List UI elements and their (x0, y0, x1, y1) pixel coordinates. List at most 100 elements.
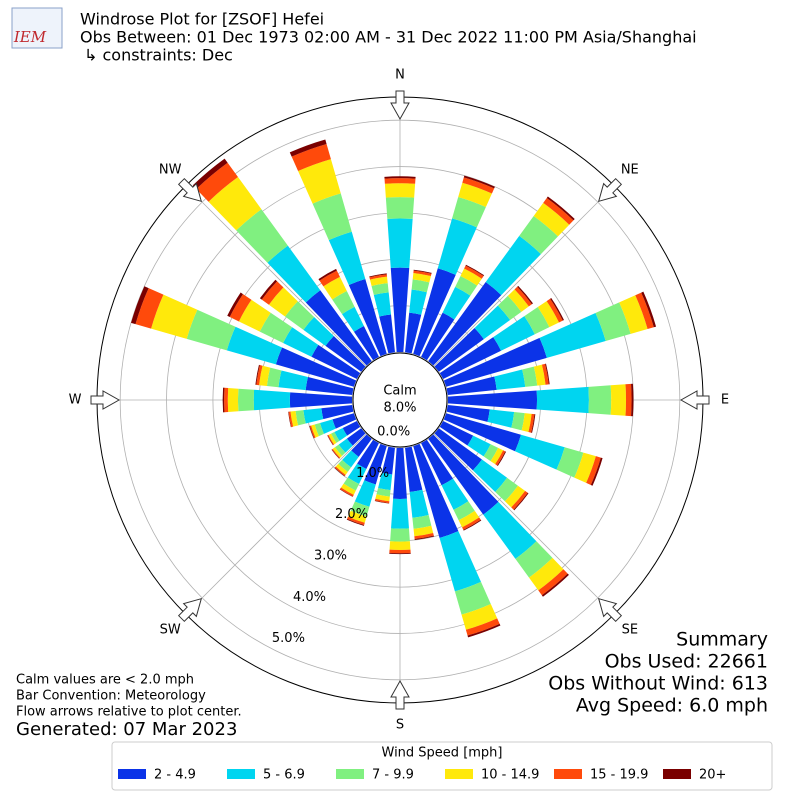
bar-segment (305, 377, 354, 395)
r-tick-label: 3.0% (314, 549, 347, 564)
bar-segment (376, 487, 391, 497)
summary-title: Summary (676, 629, 768, 651)
r-tick-label: 2.0% (335, 507, 368, 522)
bar-segment (619, 295, 648, 334)
bar-segment (421, 312, 455, 361)
bar-segment (483, 444, 499, 462)
bar-segment (462, 177, 495, 194)
legend-label: 10 - 14.9 (481, 768, 539, 783)
constraints: ↳ constraints: Dec (84, 46, 233, 65)
bar-segment (259, 279, 278, 300)
bar-segment (513, 492, 529, 511)
bar-segment (298, 159, 341, 204)
flow-arrow (390, 679, 410, 710)
bar-segment (443, 413, 522, 452)
bar-segment (357, 439, 379, 469)
bar-segment (289, 392, 353, 408)
bar-segment (285, 301, 315, 330)
compass-label: NE (621, 163, 639, 178)
bar-segment (351, 434, 372, 457)
bar-segment (348, 510, 367, 523)
bar-segment (441, 478, 469, 510)
bar-segment (266, 367, 282, 388)
bar-segment (238, 299, 271, 332)
bar-segment (319, 419, 336, 434)
compass-label: SW (160, 622, 181, 637)
legend-title: Wind Speed [mph] (382, 746, 503, 761)
bar-segment (447, 390, 538, 410)
bar-segment (259, 312, 293, 343)
bar-segment (373, 292, 392, 317)
bar-segment (453, 501, 475, 521)
bar-segment (374, 500, 390, 504)
generated: Generated: 07 Mar 2023 (16, 719, 237, 740)
bar-segment (384, 178, 416, 184)
bar-segment (338, 438, 353, 453)
bar-segment (528, 413, 535, 433)
bar-segment (253, 389, 291, 411)
bar-segment (291, 143, 331, 172)
bar-segment (325, 336, 366, 372)
bar-segment (186, 309, 236, 351)
bar-segment (521, 413, 532, 433)
bar-segment (237, 388, 255, 412)
bar-segment (439, 531, 481, 592)
bar-segment (493, 316, 535, 351)
bar-segment (227, 387, 239, 413)
bar-segment (538, 569, 568, 596)
bar-segment (428, 434, 499, 515)
bar-segment (381, 446, 395, 475)
spoke (185, 185, 367, 367)
bar-segment (625, 383, 632, 417)
bar-segment (574, 452, 596, 483)
bar-segment (452, 196, 486, 228)
bar-segment (334, 427, 348, 441)
bar-segment (495, 450, 506, 466)
bar-segment (347, 463, 367, 484)
bar-segment (472, 459, 508, 492)
spoke (433, 185, 615, 367)
bar-segment (236, 209, 288, 263)
flow-arrow (90, 390, 121, 410)
bar-segment (467, 435, 491, 457)
bar-segment (318, 268, 337, 281)
bar-segment (151, 294, 198, 339)
legend-label: 7 - 9.9 (372, 768, 414, 783)
compass-label: N (395, 68, 405, 83)
bar-segment (289, 139, 327, 157)
legend-box (111, 741, 773, 791)
bar-segment (390, 528, 410, 542)
note: Flow arrows relative to plot center. (16, 705, 242, 720)
bar-segment (414, 532, 434, 540)
bar-segment (461, 603, 498, 630)
logo-box (11, 7, 63, 49)
bar-segment (458, 510, 480, 528)
bar-segment (342, 421, 361, 436)
bar-segment (346, 518, 365, 526)
bar-segment (369, 276, 388, 286)
bar-segment (389, 541, 411, 550)
legend-swatch (554, 769, 582, 779)
bar-segment (595, 302, 631, 342)
bar-segment (227, 292, 243, 317)
bar-segment (412, 514, 432, 529)
compass-label: S (396, 718, 404, 733)
bar-segment (341, 483, 356, 495)
flow-arrow (390, 90, 410, 121)
bar-segment (384, 176, 416, 179)
bar-segment (267, 245, 321, 303)
bar-segment (588, 385, 612, 415)
bar-segment (369, 274, 388, 280)
bar-segment (224, 387, 229, 413)
spoke (433, 433, 615, 615)
bar-segment (385, 197, 415, 219)
bar-segment (428, 282, 502, 366)
bar-segment (309, 425, 316, 439)
bar-segment (455, 276, 478, 296)
legend-label: 20+ (699, 768, 726, 783)
bar-segment (421, 439, 454, 486)
bar-segment (474, 305, 511, 340)
bar-segment (328, 433, 337, 445)
bar-segment (497, 295, 522, 321)
bar-segment (319, 270, 340, 287)
